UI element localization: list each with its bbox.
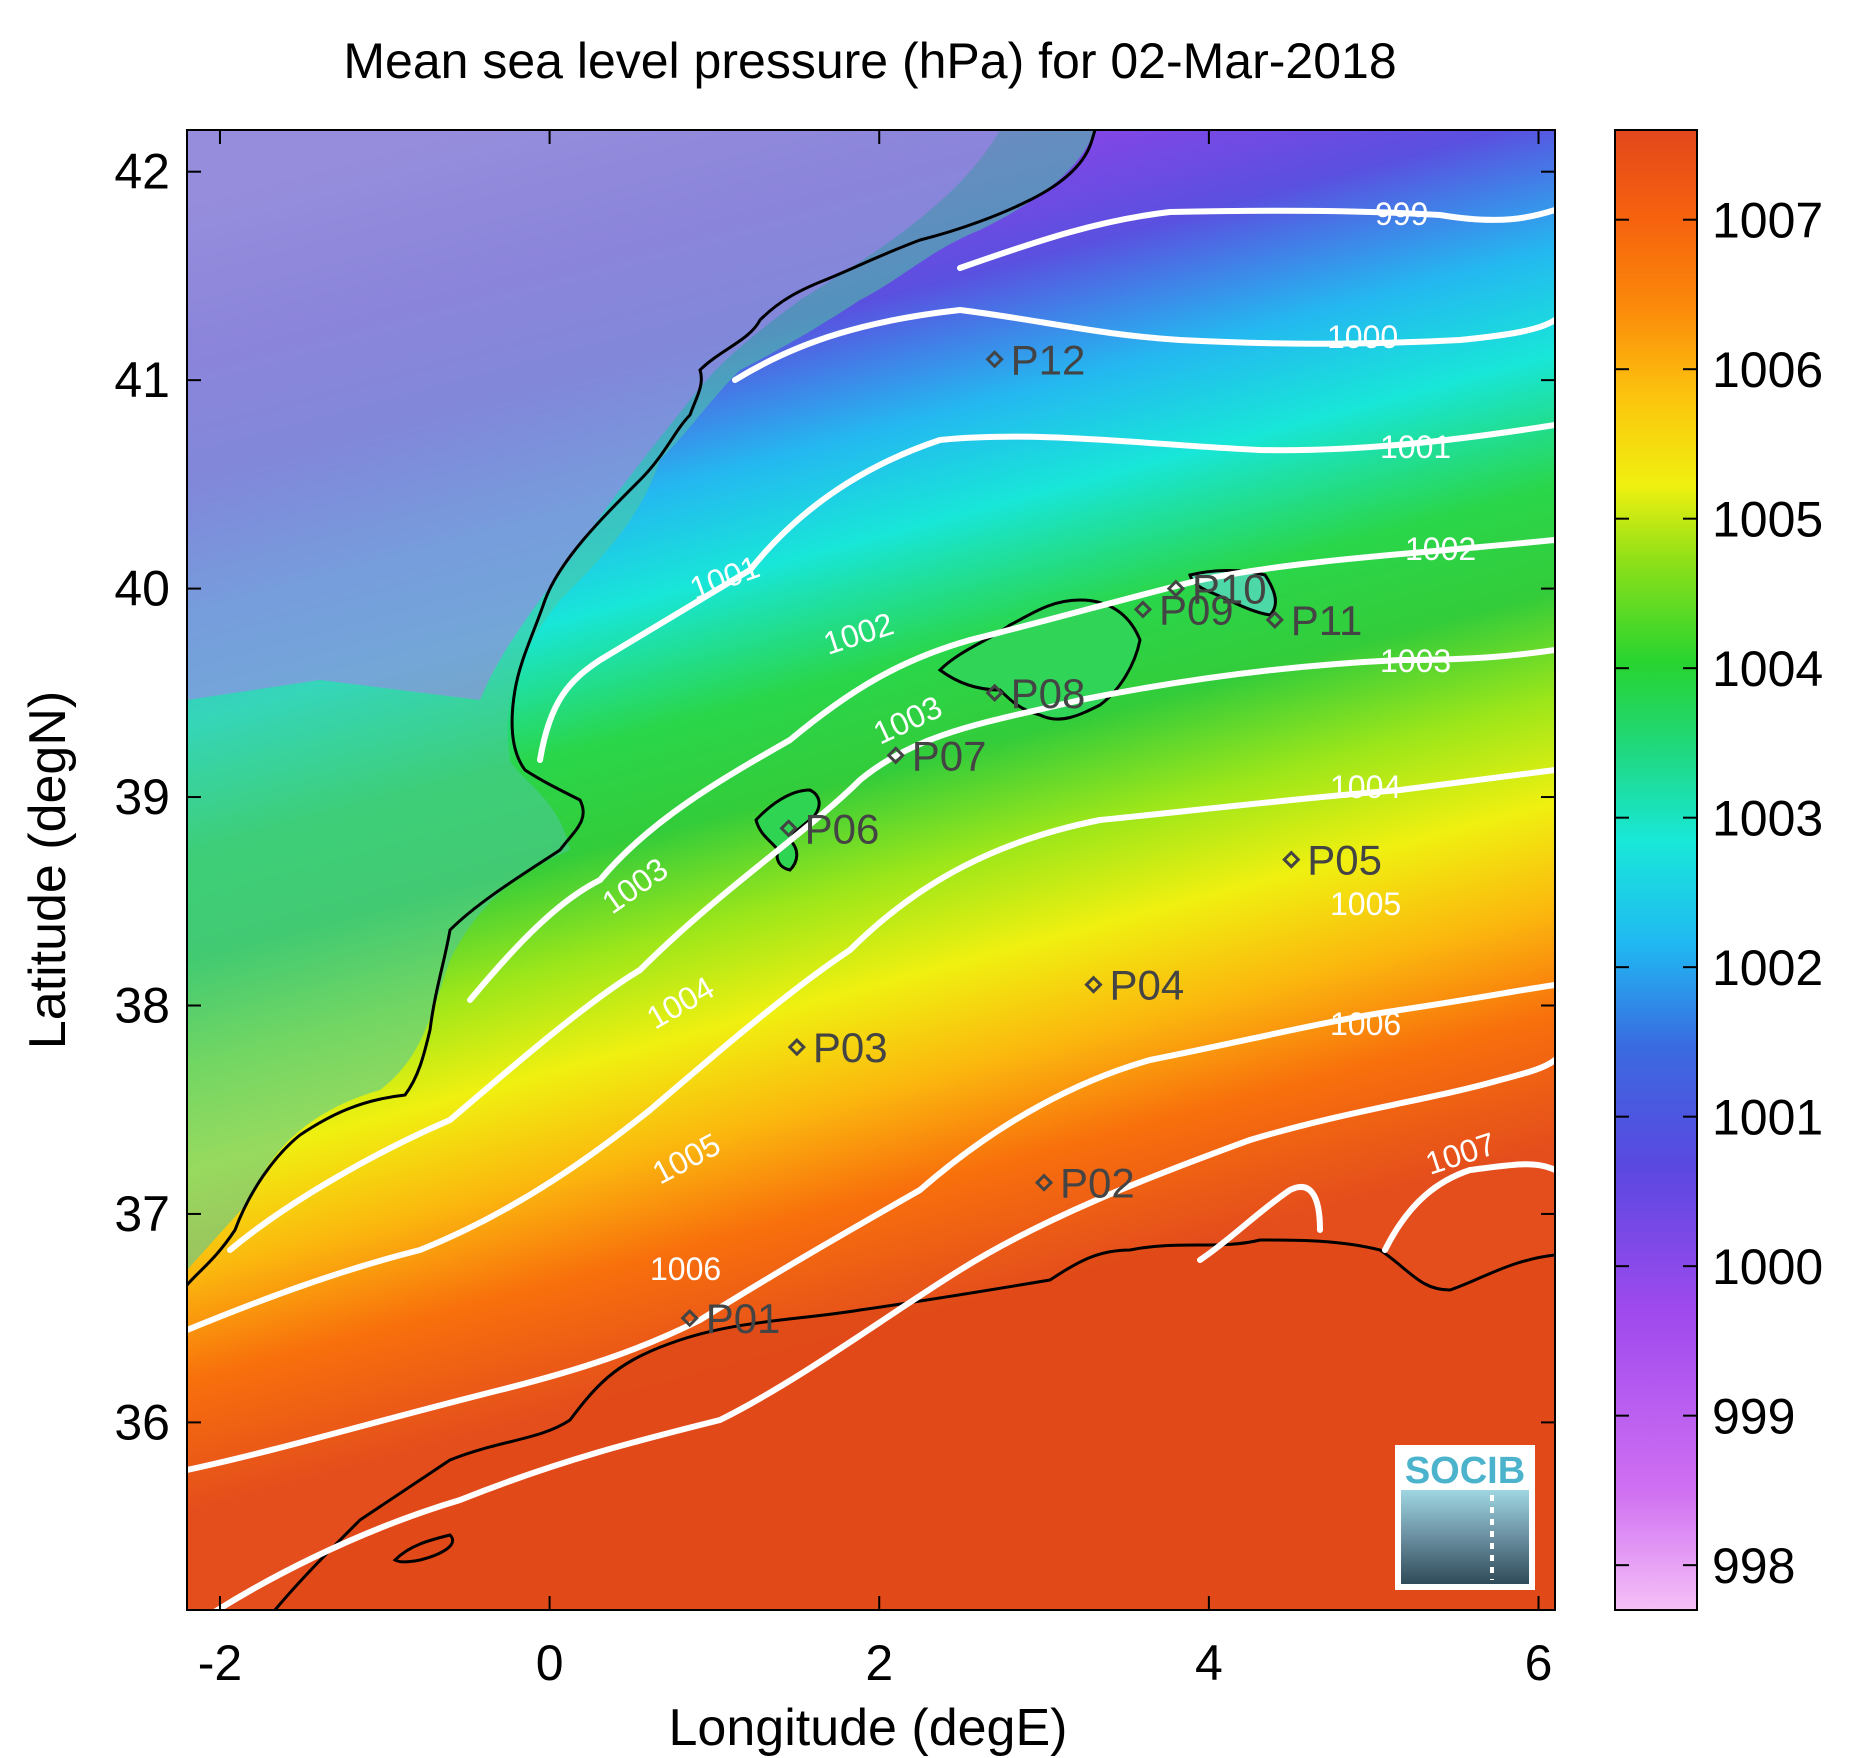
coastline-iberia — [187, 130, 1097, 1286]
station-marker-icon — [886, 746, 905, 765]
isobar-1000 — [732, 306, 1555, 383]
colorbar-tick-label: 1003 — [1712, 791, 1823, 847]
coastline-africa — [273, 1238, 1555, 1610]
y-axis-ticks: 36 37 38 39 40 41 42 — [114, 144, 1555, 1450]
x-axis-ticks: -2 0 2 4 6 — [198, 130, 1553, 1691]
isobar-label: 1000 — [1327, 319, 1398, 355]
colorbar-ticks: 998 999 1000 1001 1002 1003 1004 1005 1006 1007 — [1615, 193, 1823, 1594]
isobar-1004 — [187, 767, 1555, 1333]
station-label: P04 — [1110, 962, 1185, 1009]
colorbar-tick-label: 1005 — [1712, 492, 1823, 548]
station-marker-icon — [680, 1309, 699, 1328]
station-p10: P10 — [1166, 566, 1267, 613]
isobar-label: 1004 — [1330, 769, 1401, 805]
isobar-1001 — [537, 422, 1555, 763]
station-p12: P12 — [985, 336, 1086, 383]
isobar-label: 1002 — [1405, 531, 1476, 567]
y-axis-label: Latitude (degN) — [19, 691, 77, 1049]
station-p04: P04 — [1084, 962, 1185, 1009]
station-marker-icon — [985, 350, 1004, 369]
x-tick-label: 4 — [1195, 1635, 1223, 1691]
colorbar — [1614, 129, 1698, 1611]
isobar-lines — [187, 207, 1555, 1610]
x-tick-label: -2 — [198, 1635, 242, 1691]
station-label: P05 — [1307, 837, 1382, 884]
station-p08: P08 — [985, 670, 1086, 717]
isobar-1003 — [227, 647, 1555, 1253]
station-label: P07 — [912, 732, 987, 779]
station-p05: P05 — [1282, 837, 1382, 884]
station-marker-icon — [1265, 610, 1284, 629]
station-label: P12 — [1011, 336, 1086, 383]
isobar-label: 1001 — [1380, 429, 1451, 465]
station-marker-icon — [1282, 850, 1301, 869]
y-tick-label: 41 — [114, 352, 170, 408]
y-tick-label: 42 — [114, 144, 170, 200]
colorbar-tick-label: 1002 — [1712, 940, 1823, 996]
x-axis-label: Longitude (degE) — [669, 1699, 1068, 1757]
isobar-label: 1006 — [650, 1251, 721, 1287]
station-p02: P02 — [1034, 1160, 1135, 1207]
colorbar-tick-label: 1007 — [1712, 193, 1823, 249]
land-africa — [275, 1240, 1555, 1610]
isobar-1007 — [1197, 1161, 1555, 1263]
colorbar-tick-label: 1001 — [1712, 1090, 1823, 1146]
isobar-1006 — [212, 1057, 1555, 1610]
station-p06: P06 — [779, 805, 880, 852]
map-frame — [186, 129, 1556, 1611]
figure-title: Mean sea level pressure (hPa) for 02-Mar… — [343, 33, 1396, 89]
isobar-1005 — [187, 982, 1555, 1473]
station-p09: P09 — [1133, 586, 1234, 633]
station-label: P03 — [813, 1024, 888, 1071]
station-p01: P01 — [680, 1295, 781, 1342]
colorbar-tick-label: 1006 — [1712, 342, 1823, 398]
y-tick-label: 37 — [114, 1186, 170, 1242]
station-marker-icon — [1166, 579, 1186, 598]
socib-logo-text: SOCIB — [1405, 1450, 1525, 1492]
x-tick-label: 2 — [865, 1635, 893, 1691]
station-p03: P03 — [787, 1024, 888, 1071]
isobar-999 — [957, 207, 1555, 271]
y-tick-label: 36 — [114, 1394, 170, 1450]
station-marker-icon — [779, 819, 798, 838]
station-label: P11 — [1291, 597, 1363, 644]
station-label: P01 — [706, 1295, 781, 1342]
colorbar-tick-label: 1004 — [1712, 641, 1823, 697]
x-tick-label: 6 — [1525, 1635, 1553, 1691]
coastline-alboran-island — [392, 1533, 454, 1564]
colorbar-tick-label: 998 — [1712, 1538, 1795, 1594]
station-label: P09 — [1159, 586, 1234, 633]
socib-logo: SOCIB — [1395, 1445, 1535, 1590]
station-marker-icon — [985, 683, 1004, 702]
isobar-label: 1006 — [1330, 1006, 1401, 1042]
colorbar-tick-label: 1000 — [1712, 1239, 1823, 1295]
isobar-label: 1003 — [1380, 643, 1451, 679]
isobar-1002 — [467, 537, 1555, 1003]
y-tick-label: 40 — [114, 561, 170, 617]
isobar-label: 1005 — [1330, 886, 1401, 922]
colorbar-tick-label: 999 — [1712, 1389, 1795, 1445]
station-marker-icon — [787, 1038, 806, 1057]
station-p07: P07 — [886, 732, 987, 779]
land-iberia-highlands — [187, 130, 1000, 700]
station-marker-icon — [1084, 975, 1103, 994]
station-label: P02 — [1060, 1160, 1135, 1207]
station-marker-icon — [1034, 1173, 1054, 1192]
station-label: P10 — [1192, 566, 1267, 613]
y-tick-label: 38 — [114, 977, 170, 1033]
station-p11: P11 — [1265, 597, 1363, 644]
isobar-label: 999 — [1375, 196, 1428, 232]
station-label: P06 — [805, 805, 880, 852]
x-tick-label: 0 — [536, 1635, 564, 1691]
map-panel: 999 1000 1001 1001 1002 1002 1003 1003 1… — [187, 130, 1555, 1610]
station-marker-icon — [1133, 600, 1153, 619]
y-tick-label: 39 — [114, 769, 170, 825]
station-label: P08 — [1011, 670, 1086, 717]
